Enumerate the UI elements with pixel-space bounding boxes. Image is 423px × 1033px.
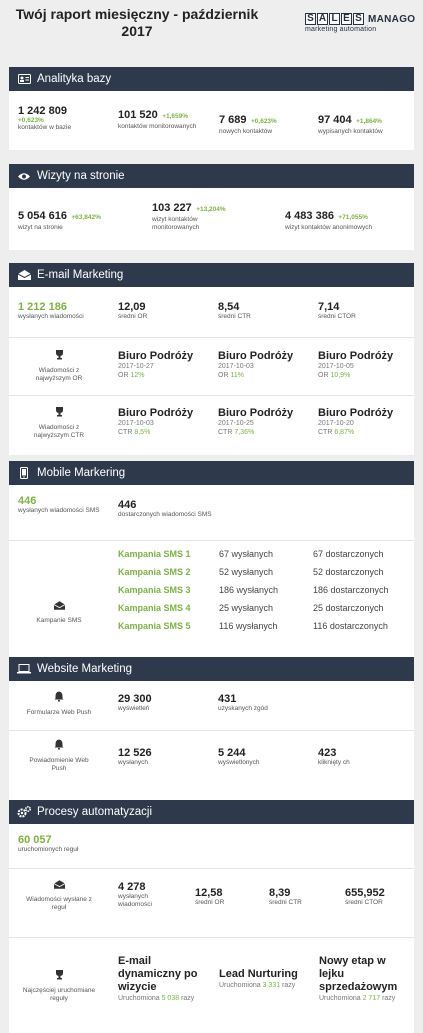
campaign-row: Kampania SMS 4 25 wysłanych 25 dostarczo…	[118, 603, 384, 613]
top-ctr-label: Wiadomości z najwyższym CTR	[9, 406, 109, 440]
section-header: E-mail Marketing	[9, 263, 414, 287]
bell-icon	[54, 739, 64, 750]
divider	[9, 868, 414, 869]
top-or-item-1: Biuro Podróży 2017-10-27 OR 12%	[118, 350, 194, 379]
gears-icon	[17, 806, 31, 818]
salesmanago-logo: S A L E S MANAGO marketing automation	[305, 13, 416, 33]
section-header: Mobile Markering	[9, 461, 414, 485]
stat-visits-anon: 4 483 386 +71,055% wizyt kontaktów anoni…	[285, 210, 373, 231]
trophy-icon	[55, 350, 63, 360]
section-email: E-mail Marketing 1 212 186 wysłanych wia…	[9, 263, 414, 455]
rule-emails-label: Wiadomości wysłane z reguł	[9, 880, 109, 912]
campaigns-label: Kampanie SMS	[9, 601, 109, 625]
frequent-rule-2: Lead Nurturing Uruchomiona 3 331 razy	[219, 968, 298, 989]
webpush-forms-label: Formularze Web Push	[9, 691, 109, 717]
eye-icon	[17, 170, 31, 182]
divider	[9, 540, 414, 541]
divider	[9, 395, 414, 396]
stat-rule-or: 12,58 średni OR	[195, 887, 225, 906]
envelope-icon	[53, 880, 65, 889]
section-body: 60 057 uruchomionych reguł Wiadomości wy…	[9, 824, 414, 1033]
stat-notif-shown: 5 244 wyświetlonych	[218, 747, 260, 766]
campaign-row: Kampania SMS 5 116 wysłanych 116 dostarc…	[118, 621, 388, 631]
bell-icon	[54, 691, 64, 702]
stat-or: 12,09 średni OR	[118, 301, 148, 320]
section-header: Analityka bazy	[9, 67, 414, 91]
envelope-icon	[53, 601, 65, 610]
frequent-rule-1: E-mail dynamiczny po wizycie Uruchomiona…	[118, 955, 198, 1002]
section-mobile: Mobile Markering 446 wysłanych wiadomośc…	[9, 461, 414, 667]
trophy-icon	[55, 407, 63, 417]
stat-ctor: 7,14 średni CTOR	[318, 301, 356, 320]
section-visits: Wizyty na stronie 5 054 616 +63,842% wiz…	[9, 164, 414, 250]
section-header: Website Marketing	[9, 657, 414, 681]
stat-visits-monitored: 103 227 +13,204% wizyt kontaktów monitor…	[152, 202, 226, 231]
stat-visits: 5 054 616 +63,842% wizyt na stronie	[18, 210, 101, 231]
divider	[9, 730, 414, 731]
campaign-row: Kampania SMS 2 52 wysłanych 52 dostarczo…	[118, 567, 384, 577]
stat-notif-clicked: 423 kliknięty ch	[318, 747, 350, 766]
stat-new: 7 689 +0,623% nowych kontaktów	[219, 114, 277, 135]
frequent-rule-3: Nowy etap w lejku sprzedażowym Uruchomio…	[319, 955, 398, 1002]
stat-rule-ctr: 8,39 średni CTR	[269, 887, 302, 906]
section-website: Website Marketing Formularze Web Push 29…	[9, 657, 414, 801]
section-body: 446 wysłanych wiadomości SMS 446 dostarc…	[9, 485, 414, 667]
stat-contacts: 1 242 809 +0,623% kontaktów w bazie	[18, 105, 72, 131]
section-body: Formularze Web Push 29 300 wyświetleń 43…	[9, 681, 414, 801]
webpush-notifications-label: Powiadomienie Web Push	[9, 739, 109, 773]
stat-sms-delivered: 446 dostarczonych wiadomości SMS	[118, 499, 212, 518]
trophy-icon	[55, 970, 63, 980]
stat-rule-ctor: 655,952 średni CTOR	[345, 887, 385, 906]
stat-webpush-consents: 431 uzyskanych zgód	[218, 693, 268, 712]
section-automation: Procesy automatyzacji 60 057 uruchomiony…	[9, 800, 414, 1033]
top-or-item-2: Biuro Podróży 2017-10-03 OR 11%	[218, 350, 294, 379]
top-ctr-item-1: Biuro Podróży 2017-10-03 CTR 8,5%	[118, 407, 194, 436]
stat-sms-sent: 446 wysłanych wiadomości SMS	[18, 495, 100, 514]
stat-notif-sent: 12 526 wysłanych	[118, 747, 152, 766]
stat-ctr: 8,54 średni CTR	[218, 301, 251, 320]
stat-webpush-views: 29 300 wyświetleń	[118, 693, 152, 712]
section-header: Wizyty na stronie	[9, 164, 414, 188]
stat-sent: 1 212 186 wysłanych wiadomości	[18, 301, 84, 320]
top-or-label: Wiadomości z najwyższym OR	[9, 349, 109, 383]
envelope-icon	[17, 269, 31, 281]
top-ctr-item-2: Biuro Podróży 2017-10-25 CTR 7,36%	[218, 407, 294, 436]
section-analytics: Analityka bazy 1 242 809 +0,623% kontakt…	[9, 67, 414, 150]
page-title: Twój raport miesięczny - październik 201…	[15, 6, 259, 39]
frequent-rules-label: Najczęściej uruchomiane reguły	[9, 969, 109, 1003]
stat-rules: 60 057 uruchomionych reguł	[18, 834, 79, 853]
campaign-row: Kampania SMS 3 186 wysłanych 186 dostarc…	[118, 585, 389, 595]
stat-rule-sent: 4 278 wysłanych wiadomości	[118, 881, 152, 908]
section-header: Procesy automatyzacji	[9, 800, 414, 824]
top-ctr-item-3: Biuro Podróży 2017-10-20 CTR 6,87%	[318, 407, 394, 436]
divider	[9, 937, 414, 938]
section-body: 1 242 809 +0,623% kontaktów w bazie 101 …	[9, 91, 414, 150]
top-or-item-3: Biuro Podróży 2017-10-05 OR 10,9%	[318, 350, 394, 379]
stat-unsubscribed: 97 404 +1,864% wypisanych kontaktów	[318, 114, 383, 135]
id-card-icon	[17, 73, 31, 85]
divider	[9, 337, 414, 338]
section-body: 5 054 616 +63,842% wizyt na stronie 103 …	[9, 188, 414, 250]
campaign-row: Kampania SMS 1 67 wysłanych 67 dostarczo…	[118, 549, 384, 559]
laptop-icon	[17, 663, 31, 675]
section-body: 1 212 186 wysłanych wiadomości 12,09 śre…	[9, 287, 414, 455]
stat-monitored: 101 520 +1,659% kontaktów monitorowanych	[118, 109, 197, 130]
report-header: Twój raport miesięczny - październik 201…	[0, 0, 423, 52]
mobile-icon	[17, 467, 31, 479]
